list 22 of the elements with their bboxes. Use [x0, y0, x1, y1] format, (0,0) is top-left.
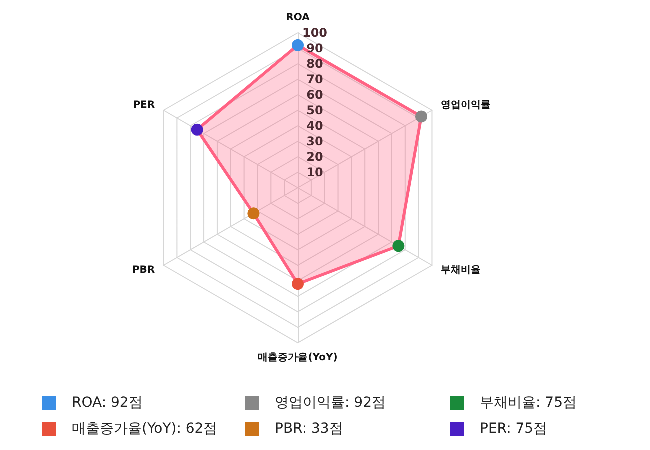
y-tick-label: 60 — [306, 88, 324, 102]
y-tick-label: 40 — [306, 119, 324, 133]
spoke-label: 매출증가율(YoY) — [258, 352, 338, 364]
spoke-label: 부채비율 — [440, 265, 481, 276]
text: PER: 75점 — [480, 420, 548, 438]
y-tick-label: 80 — [306, 57, 324, 71]
text: 영업이익률: 92점 — [275, 394, 386, 412]
y-tick-label: 70 — [306, 72, 324, 86]
y-tick-label: 50 — [306, 104, 324, 118]
y-tick-label: 100 — [302, 26, 328, 40]
spoke-label: ROA — [286, 12, 310, 24]
y-tick-label: 20 — [306, 150, 324, 164]
y-tick-label: 10 — [306, 166, 324, 180]
text: PBR: 33점 — [275, 420, 344, 438]
text: ROA: 92점 — [72, 394, 143, 412]
spoke-label: 영업이익률 — [440, 100, 491, 111]
y-tick-label: 90 — [306, 42, 324, 56]
y-tick-label: 30 — [306, 134, 324, 148]
spoke-label: PER — [133, 100, 156, 111]
text: 매출증가율(YoY): 62점 — [72, 420, 218, 438]
spoke-label: PBR — [132, 265, 156, 276]
text: 부채비율: 75점 — [480, 394, 577, 412]
